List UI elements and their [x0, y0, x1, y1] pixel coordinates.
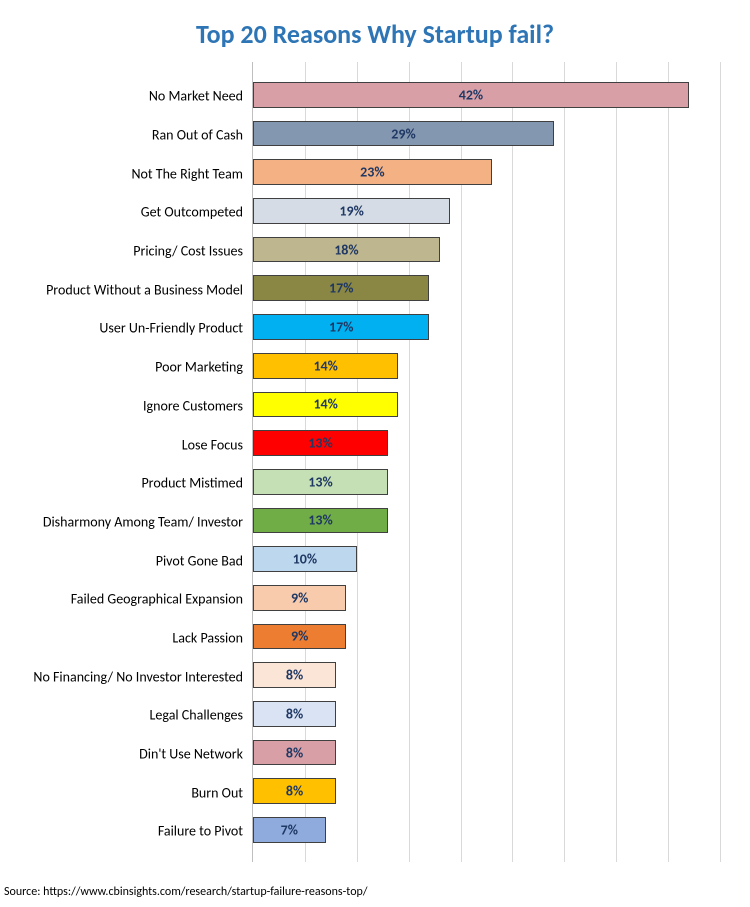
bar: 8%	[253, 662, 336, 688]
bar-label: Lack Passion	[172, 629, 253, 646]
bar-label: Poor Marketing	[155, 359, 253, 376]
bar-value: 19%	[339, 202, 363, 219]
bar: 13%	[253, 508, 388, 534]
bar-row: Not The Right Team23%	[253, 155, 720, 194]
bar-value: 13%	[308, 435, 332, 452]
bar-value: 29%	[391, 125, 415, 142]
bar: 14%	[253, 353, 398, 379]
bar: 7%	[253, 817, 326, 843]
bar-value: 7%	[281, 821, 298, 838]
bar-row: Get Outcompeted19%	[253, 194, 720, 233]
bar: 19%	[253, 198, 450, 224]
bar-row: Disharmony Among Team/ Investor13%	[253, 504, 720, 543]
bar-value: 8%	[286, 667, 303, 684]
bar-value: 42%	[459, 86, 483, 103]
bar-value: 9%	[291, 628, 308, 645]
bar-row: Product Mistimed13%	[253, 465, 720, 504]
bar-value: 8%	[286, 783, 303, 800]
bar-row: Ignore Customers14%	[253, 388, 720, 427]
bar-row: Lose Focus13%	[253, 426, 720, 465]
bar: 9%	[253, 624, 346, 650]
bar-label: User Un-Friendly Product	[99, 320, 253, 337]
bar-label: Product Without a Business Model	[46, 281, 253, 298]
bar-row: Pricing/ Cost Issues18%	[253, 233, 720, 272]
bar-row: No Market Need42%	[253, 78, 720, 117]
bar-row: Poor Marketing14%	[253, 349, 720, 388]
bar-label: Pivot Gone Bad	[156, 552, 253, 569]
bar: 13%	[253, 469, 388, 495]
bar-value: 10%	[293, 551, 317, 568]
bar-label: Legal Challenges	[150, 707, 253, 724]
bar-value: 23%	[360, 164, 384, 181]
bar-row: Product Without a Business Model17%	[253, 271, 720, 310]
bar-row: Lack Passion9%	[253, 620, 720, 659]
bar-value: 14%	[313, 357, 337, 374]
bar-label: Get Outcompeted	[141, 204, 253, 221]
bar-row: Burn Out8%	[253, 774, 720, 813]
bar: 29%	[253, 121, 554, 147]
bar-value: 18%	[334, 241, 358, 258]
bar-label: Product Mistimed	[141, 475, 253, 492]
bar-value: 8%	[286, 744, 303, 761]
bar-label: Din't Use Network	[139, 746, 253, 763]
bar-label: Failed Geographical Expansion	[71, 591, 253, 608]
bar-value: 17%	[329, 318, 353, 335]
bar: 8%	[253, 701, 336, 727]
bar: 42%	[253, 82, 689, 108]
bar: 17%	[253, 314, 429, 340]
bar: 14%	[253, 392, 398, 418]
bar-label: Ran Out of Cash	[152, 127, 253, 144]
bar: 8%	[253, 778, 336, 804]
bar-value: 13%	[308, 512, 332, 529]
bar-label: Lose Focus	[182, 436, 253, 453]
bar: 18%	[253, 237, 440, 263]
bar-label: Disharmony Among Team/ Investor	[43, 513, 253, 530]
bar-row: User Un-Friendly Product17%	[253, 310, 720, 349]
bar-value: 13%	[308, 473, 332, 490]
bar-label: Ignore Customers	[143, 397, 253, 414]
bar: 10%	[253, 546, 357, 572]
bar-label: Pricing/ Cost Issues	[133, 243, 253, 260]
bar-row: Failure to Pivot7%	[253, 813, 720, 852]
bar-label: Failure to Pivot	[158, 823, 253, 840]
bar-row: Legal Challenges8%	[253, 697, 720, 736]
bar: 17%	[253, 275, 429, 301]
bar-value: 8%	[286, 705, 303, 722]
bar-value: 14%	[313, 396, 337, 413]
bar-value: 17%	[329, 280, 353, 297]
bar-value: 9%	[291, 589, 308, 606]
source-text: Source: https://www.cbinsights.com/resea…	[4, 885, 367, 899]
chart-title: Top 20 Reasons Why Startup fail?	[0, 0, 750, 62]
bar: 13%	[253, 430, 388, 456]
bar-label: No Financing/ No Investor Interested	[33, 668, 253, 685]
chart-bars: No Market Need42%Ran Out of Cash29%Not T…	[253, 78, 720, 852]
bar-row: Din't Use Network8%	[253, 736, 720, 775]
bar-label: Burn Out	[191, 784, 253, 801]
bar-row: Pivot Gone Bad10%	[253, 542, 720, 581]
bar-row: Ran Out of Cash29%	[253, 117, 720, 156]
bar: 9%	[253, 585, 346, 611]
chart-plot-area: No Market Need42%Ran Out of Cash29%Not T…	[252, 62, 720, 862]
bar: 23%	[253, 159, 492, 185]
gridline	[720, 62, 721, 862]
bar: 8%	[253, 740, 336, 766]
bar-row: No Financing/ No Investor Interested8%	[253, 658, 720, 697]
bar-row: Failed Geographical Expansion9%	[253, 581, 720, 620]
bar-label: No Market Need	[149, 88, 253, 105]
bar-label: Not The Right Team	[131, 165, 253, 182]
